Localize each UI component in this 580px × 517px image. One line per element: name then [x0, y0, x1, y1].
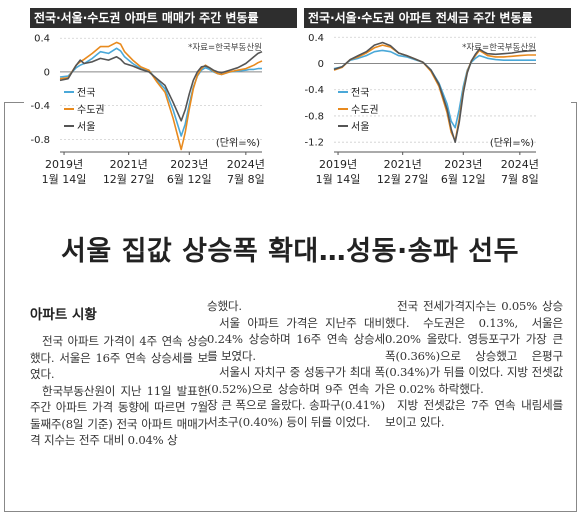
frame-line-left: [4, 102, 5, 512]
column-text: 전국 전세가격지수는 0.05% 상승했다. 수도권은 0.13%, 서울은 0…: [385, 298, 563, 430]
series-line: [59, 50, 263, 122]
x-tick-label: 2021년: [110, 158, 148, 171]
x-tick-label: 1월 14일: [42, 172, 87, 186]
x-tick-label: 12월 27일: [377, 172, 429, 186]
paragraph: 승했다.: [207, 299, 242, 313]
y-tick-label: -0.8: [304, 111, 324, 122]
frame-line-bottom: [4, 511, 576, 512]
legend-label: 서울: [77, 121, 95, 133]
x-tick-label: 2024년: [501, 158, 539, 171]
series-line: [333, 49, 536, 129]
legend-label: 전국: [351, 87, 369, 99]
column-text: 승했다. 서울 아파트 가격은 지난주 대비 0.24% 상승하며 16주 연속…: [207, 298, 385, 430]
section-title: 아파트 시황: [30, 307, 97, 323]
source-note: *자료=한국부동산원: [462, 42, 536, 53]
paragraph: 서울시 자치구 중 성동구가 최대 폭(0.52%)으로 상승하며 9주 연속 …: [207, 365, 385, 429]
frame-line-left-top: [4, 102, 24, 103]
legend-label: 수도권: [351, 104, 379, 116]
x-tick-label: 2019년: [319, 158, 357, 171]
y-tick-label: -0.4: [304, 85, 324, 96]
x-tick-label: 2023년: [444, 158, 482, 171]
y-tick-label: -1.2: [304, 138, 324, 149]
chart-jeonse-price: 전국·서울·수도권 아파트 전세금 주간 변동률 0.4 0 -0.4 -0.8 -1.…: [304, 8, 571, 198]
x-tick-label: 2021년: [384, 158, 422, 171]
paragraph: 전국 아파트 가격이 4주 연속 상승했다. 서울은 16주 연속 상승세를 보…: [30, 334, 208, 381]
column-2: 승했다. 서울 아파트 가격은 지난주 대비 0.24% 상승하며 16주 연속…: [207, 298, 385, 430]
x-tick-label: 2023년: [170, 158, 208, 171]
paragraph: 지방 전셋값은 7주 연속 내림세를 보이고 있다.: [385, 398, 563, 429]
x-tick-label: 7월 8일: [501, 172, 539, 186]
y-tick-label: -0.4: [30, 101, 50, 112]
unit-label: (단위=%): [216, 136, 260, 149]
legend-label: 전국: [77, 87, 95, 99]
x-tick-label: 1월 14일: [316, 172, 361, 186]
y-tick-label: 0.4: [34, 34, 50, 45]
series-line: [59, 41, 263, 151]
chart-title: 전국·서울·수도권 아파트 매매가 주간 변동률: [30, 8, 297, 28]
paragraph: 서울 아파트 가격은 지난주 대비 0.24% 상승하며 16주 연속 상승세를…: [207, 315, 385, 363]
column-1: 아파트 시황 전국 아파트 가격이 4주 연속 상승했다. 서울은 16주 연속…: [30, 298, 208, 449]
y-tick-label: 0: [44, 67, 50, 78]
y-tick-label: 0: [318, 59, 324, 70]
frame-line-right: [576, 102, 577, 512]
column-text: 전국 아파트 가격이 4주 연속 상승했다. 서울은 16주 연속 상승세를 보…: [30, 333, 208, 449]
unit-label: (단위=%): [490, 136, 534, 149]
x-tick-label: 6월 12일: [441, 172, 486, 186]
y-tick-label: 0.4: [308, 33, 324, 44]
x-tick-label: 2024년: [227, 158, 265, 171]
paragraph: 한국부동산원이 지난 11일 발표한 주간 아파트 가격 동향에 따르면 7월 …: [30, 383, 208, 448]
y-tick-label: -0.8: [30, 135, 50, 146]
x-tick-label: 2019년: [45, 158, 83, 171]
paragraph: 전국 전세가격지수는 0.05% 상승했다. 수도권은 0.13%, 서울은 0…: [385, 299, 563, 396]
chart-sale-price: 전국·서울·수도권 아파트 매매가 주간 변동률 0.4 0 -0.4 -0.8 *자료…: [30, 8, 297, 198]
chart-title: 전국·서울·수도권 아파트 전세금 주간 변동률: [304, 8, 571, 28]
x-tick-label: 12월 27일: [103, 172, 155, 186]
source-note: *자료=한국부동산원: [188, 42, 262, 53]
series-line: [333, 41, 537, 143]
legend-label: 서울: [351, 121, 369, 133]
legend-label: 수도권: [77, 104, 105, 116]
x-tick-label: 6월 12일: [167, 172, 212, 186]
series-line: [333, 44, 536, 142]
headline: 서울 집값 상승폭 확대…성동·송파 선두: [61, 236, 519, 267]
x-tick-label: 7월 8일: [227, 172, 265, 186]
column-3: 전국 전세가격지수는 0.05% 상승했다. 수도권은 0.13%, 서울은 0…: [385, 298, 563, 430]
